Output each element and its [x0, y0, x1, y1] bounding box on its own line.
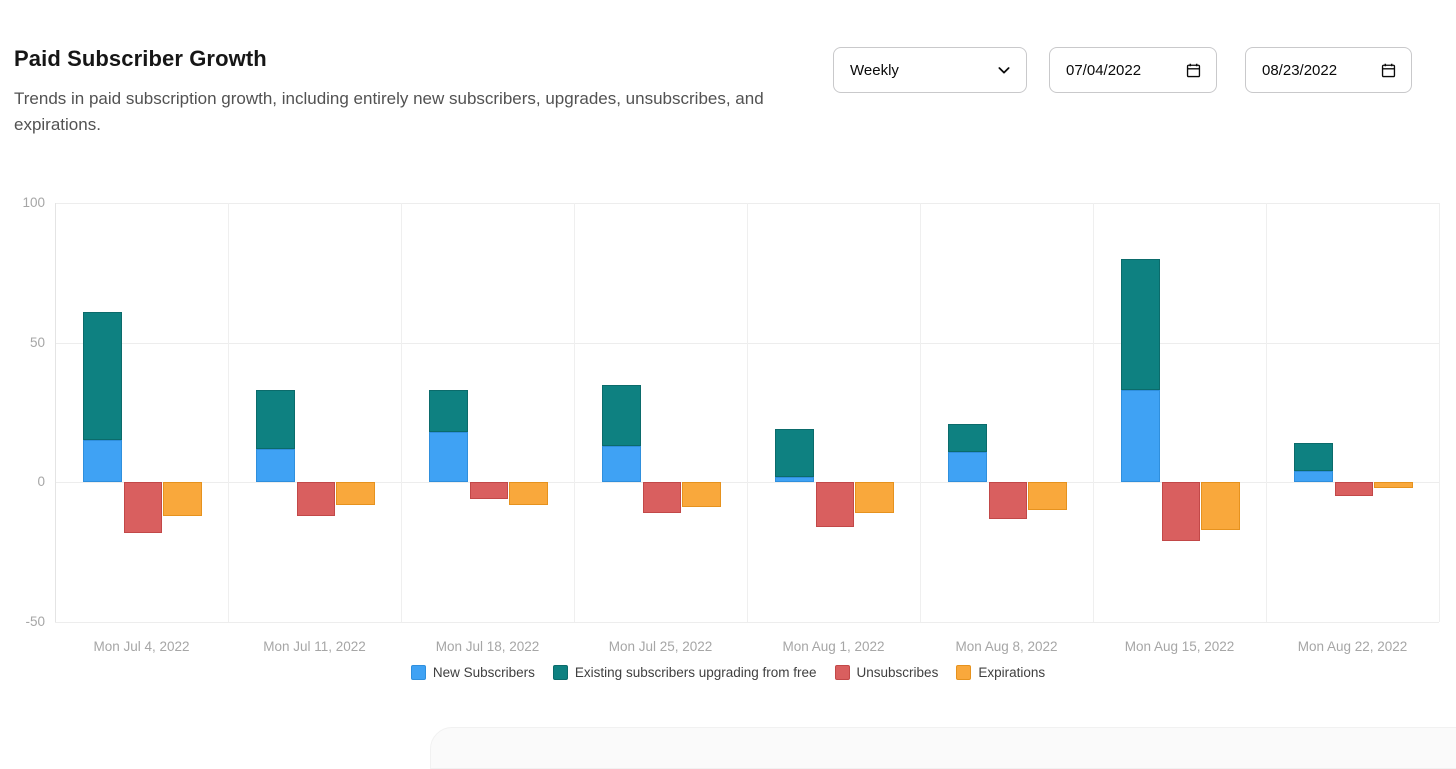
legend-item-existing-subscribers-upgrading-from-free[interactable]: Existing subscribers upgrading from free: [552, 665, 817, 680]
calendar-icon[interactable]: [1380, 62, 1397, 79]
gridline-vertical: [228, 203, 229, 622]
existing-subscribers-upgrading-from-free-bar[interactable]: [83, 311, 122, 441]
expirations-bar[interactable]: [1028, 482, 1067, 511]
new-subscribers-bar[interactable]: [429, 432, 468, 483]
unsubscribes-bar[interactable]: [989, 482, 1027, 519]
next-section-card: [430, 727, 1456, 769]
expirations-bar[interactable]: [855, 482, 894, 514]
legend-item-unsubscribes[interactable]: Unsubscribes: [834, 665, 939, 680]
existing-subscribers-upgrading-from-free-bar[interactable]: [775, 429, 814, 477]
existing-subscribers-upgrading-from-free-bar[interactable]: [1121, 258, 1160, 391]
subscriber-growth-chart: 100 50 0 -50 Mon Jul 4, 2022 Mon Jul 11, 2022…: [22, 196, 1440, 654]
x-axis-label: Mon Aug 8, 2022: [955, 639, 1058, 654]
existing-subscribers-upgrading-from-free-bar[interactable]: [429, 390, 468, 433]
unsubscribes-bar[interactable]: [643, 482, 681, 514]
end-date-input[interactable]: 08/23/2022: [1245, 47, 1412, 93]
chart-legend: New Subscribers Existing subscribers upgr…: [0, 665, 1456, 680]
end-date-value: 08/23/2022: [1262, 61, 1338, 79]
existing-subscribers-upgrading-from-free-bar[interactable]: [602, 384, 641, 447]
new-subscribers-bar[interactable]: [948, 451, 987, 483]
expirations-bar[interactable]: [1374, 482, 1413, 488]
new-subscribers-bar[interactable]: [1121, 390, 1160, 483]
x-axis-label: Mon Jul 4, 2022: [93, 639, 190, 654]
expirations-bar[interactable]: [1201, 482, 1240, 530]
gridline-horizontal: [55, 622, 1439, 623]
expirations-bar[interactable]: [509, 482, 548, 505]
legend-swatch: [410, 665, 426, 680]
gridline-vertical: [1266, 203, 1267, 622]
unsubscribes-bar[interactable]: [1162, 482, 1200, 541]
chevron-down-icon: [996, 62, 1012, 78]
unsubscribes-bar[interactable]: [816, 482, 854, 528]
gridline-vertical: [55, 203, 56, 622]
unsubscribes-bar[interactable]: [1335, 482, 1373, 497]
gridline-vertical: [747, 203, 748, 622]
legend-swatch: [834, 665, 850, 680]
expirations-bar[interactable]: [682, 482, 721, 508]
page-subtitle: Trends in paid subscription growth, incl…: [14, 89, 764, 134]
expirations-bar[interactable]: [163, 482, 202, 516]
unsubscribes-bar[interactable]: [297, 482, 335, 516]
existing-subscribers-upgrading-from-free-bar[interactable]: [256, 390, 295, 449]
gridline-vertical: [574, 203, 575, 622]
gridline-vertical: [1093, 203, 1094, 622]
new-subscribers-bar[interactable]: [1294, 471, 1333, 483]
page-title: Paid Subscriber Growth: [14, 46, 267, 71]
x-axis-label: Mon Jul 18, 2022: [435, 639, 540, 654]
y-tick-label: 50: [29, 334, 45, 350]
x-axis-label: Mon Aug 22, 2022: [1297, 639, 1408, 654]
y-tick-label: 100: [22, 195, 45, 210]
calendar-icon[interactable]: [1185, 62, 1202, 79]
unsubscribes-bar[interactable]: [124, 482, 162, 533]
existing-subscribers-upgrading-from-free-bar[interactable]: [948, 423, 987, 452]
new-subscribers-bar[interactable]: [83, 440, 122, 483]
x-axis-label: Mon Jul 11, 2022: [263, 639, 366, 654]
frequency-select-value: Weekly: [850, 61, 899, 79]
x-axis-label: Mon Aug 1, 2022: [782, 639, 885, 654]
new-subscribers-bar[interactable]: [256, 448, 295, 483]
x-axis-label: Mon Aug 15, 2022: [1124, 639, 1235, 654]
unsubscribes-bar[interactable]: [470, 482, 508, 500]
legend-item-new-subscribers[interactable]: New Subscribers: [410, 665, 535, 680]
existing-subscribers-upgrading-from-free-bar[interactable]: [1294, 443, 1333, 472]
gridline-vertical: [1439, 203, 1440, 622]
new-subscribers-bar[interactable]: [602, 446, 641, 483]
new-subscribers-bar[interactable]: [775, 476, 814, 483]
gridline-vertical: [920, 203, 921, 622]
legend-label: Existing subscribers upgrading from free: [574, 665, 817, 680]
legend-label: Unsubscribes: [856, 665, 939, 680]
legend-label: Expirations: [978, 665, 1046, 680]
start-date-input[interactable]: 07/04/2022: [1049, 47, 1217, 93]
legend-label: New Subscribers: [432, 665, 535, 680]
start-date-value: 07/04/2022: [1066, 61, 1142, 79]
legend-swatch: [552, 665, 568, 680]
x-axis-label: Mon Jul 25, 2022: [608, 639, 713, 654]
legend-item-expirations[interactable]: Expirations: [956, 665, 1045, 680]
y-tick-label: 0: [37, 474, 45, 490]
frequency-select[interactable]: Weekly: [833, 47, 1027, 93]
expirations-bar[interactable]: [336, 482, 375, 505]
legend-swatch: [956, 665, 972, 680]
gridline-vertical: [401, 203, 402, 622]
y-tick-label: -50: [25, 614, 45, 629]
